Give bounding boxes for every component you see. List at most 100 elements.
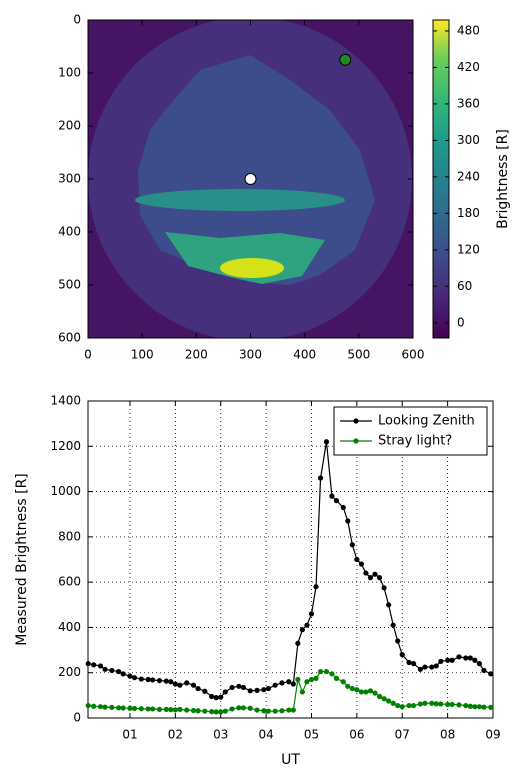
point <box>395 702 401 709</box>
x-tick-label: 500 <box>347 348 370 362</box>
y-tick-label: 200 <box>58 665 81 679</box>
point <box>345 518 351 524</box>
point <box>120 705 126 711</box>
point <box>488 704 494 710</box>
point <box>247 688 253 694</box>
point <box>145 676 151 683</box>
y-tick-label: 1000 <box>50 484 81 498</box>
point <box>286 707 292 713</box>
colorbar-tick-label: 480 <box>457 23 480 37</box>
point <box>433 663 439 669</box>
point <box>172 707 178 713</box>
point <box>363 570 369 576</box>
colorbar-tick-label: 360 <box>457 96 480 110</box>
point <box>254 707 260 713</box>
point <box>163 678 169 684</box>
y-tick-label: 0 <box>73 711 81 725</box>
point <box>433 701 439 707</box>
legend-label: Looking Zenith <box>378 414 475 429</box>
point <box>102 666 108 672</box>
point <box>236 705 242 711</box>
point <box>329 671 335 677</box>
point <box>190 707 197 714</box>
point <box>345 683 351 689</box>
point <box>329 493 335 499</box>
point <box>295 640 301 646</box>
point <box>184 680 190 686</box>
point <box>222 689 228 695</box>
point <box>358 689 365 695</box>
point <box>333 498 340 504</box>
point <box>202 688 208 694</box>
colorbar-tick-label: 420 <box>457 60 480 74</box>
colorbar-tick-label: 300 <box>457 133 480 147</box>
point <box>390 700 396 706</box>
point <box>120 671 126 677</box>
point <box>116 668 122 675</box>
y-tick-label: 1400 <box>50 394 81 408</box>
point <box>308 611 315 617</box>
y-tick-label: 500 <box>58 278 81 292</box>
point <box>150 706 156 712</box>
point <box>131 705 138 712</box>
point <box>372 690 378 696</box>
point <box>340 679 346 685</box>
legend-box <box>333 406 488 456</box>
point <box>85 702 91 709</box>
y-tick-label: 600 <box>58 331 81 345</box>
x-tick-label: 02 <box>168 728 183 742</box>
y-tick-label: 100 <box>58 66 81 80</box>
point <box>138 706 144 712</box>
x-tick-label: 100 <box>131 348 154 362</box>
point <box>254 687 260 693</box>
point <box>317 475 324 481</box>
point <box>91 662 97 668</box>
point <box>218 694 224 700</box>
point <box>463 655 469 661</box>
point <box>449 657 455 663</box>
point <box>333 675 340 681</box>
point <box>395 638 401 644</box>
point <box>467 655 473 661</box>
point <box>358 561 365 567</box>
point <box>381 585 387 591</box>
point <box>449 701 455 708</box>
colorbar-label: Brightness [R] <box>495 129 511 229</box>
point <box>323 439 330 445</box>
point <box>299 689 306 695</box>
point <box>317 668 324 675</box>
x-tick-label: 01 <box>122 728 137 742</box>
point <box>367 688 374 694</box>
point <box>399 652 405 658</box>
x-tick-label: 300 <box>239 348 262 362</box>
series-line <box>88 441 491 699</box>
point <box>222 708 228 714</box>
point <box>481 704 487 710</box>
point <box>386 602 392 608</box>
x-tick-label: 200 <box>185 348 208 362</box>
point <box>349 685 355 692</box>
point <box>190 682 197 688</box>
x-tick-label: 09 <box>485 728 500 742</box>
x-tick-label: 06 <box>349 728 364 742</box>
x-tick-label: 0 <box>84 348 92 362</box>
point <box>272 682 278 688</box>
point <box>456 654 462 660</box>
point <box>279 708 285 714</box>
point <box>438 701 444 707</box>
point <box>410 661 417 667</box>
point <box>213 695 219 701</box>
point <box>299 627 306 633</box>
point <box>463 702 469 709</box>
point <box>156 678 163 684</box>
point <box>381 696 387 702</box>
marker <box>339 53 352 66</box>
point <box>323 668 330 675</box>
point <box>168 679 174 685</box>
point <box>456 702 462 708</box>
point <box>422 664 428 670</box>
point <box>163 706 169 712</box>
point <box>376 693 383 700</box>
point <box>367 575 374 581</box>
colorbar-tick-label: 60 <box>457 279 472 293</box>
